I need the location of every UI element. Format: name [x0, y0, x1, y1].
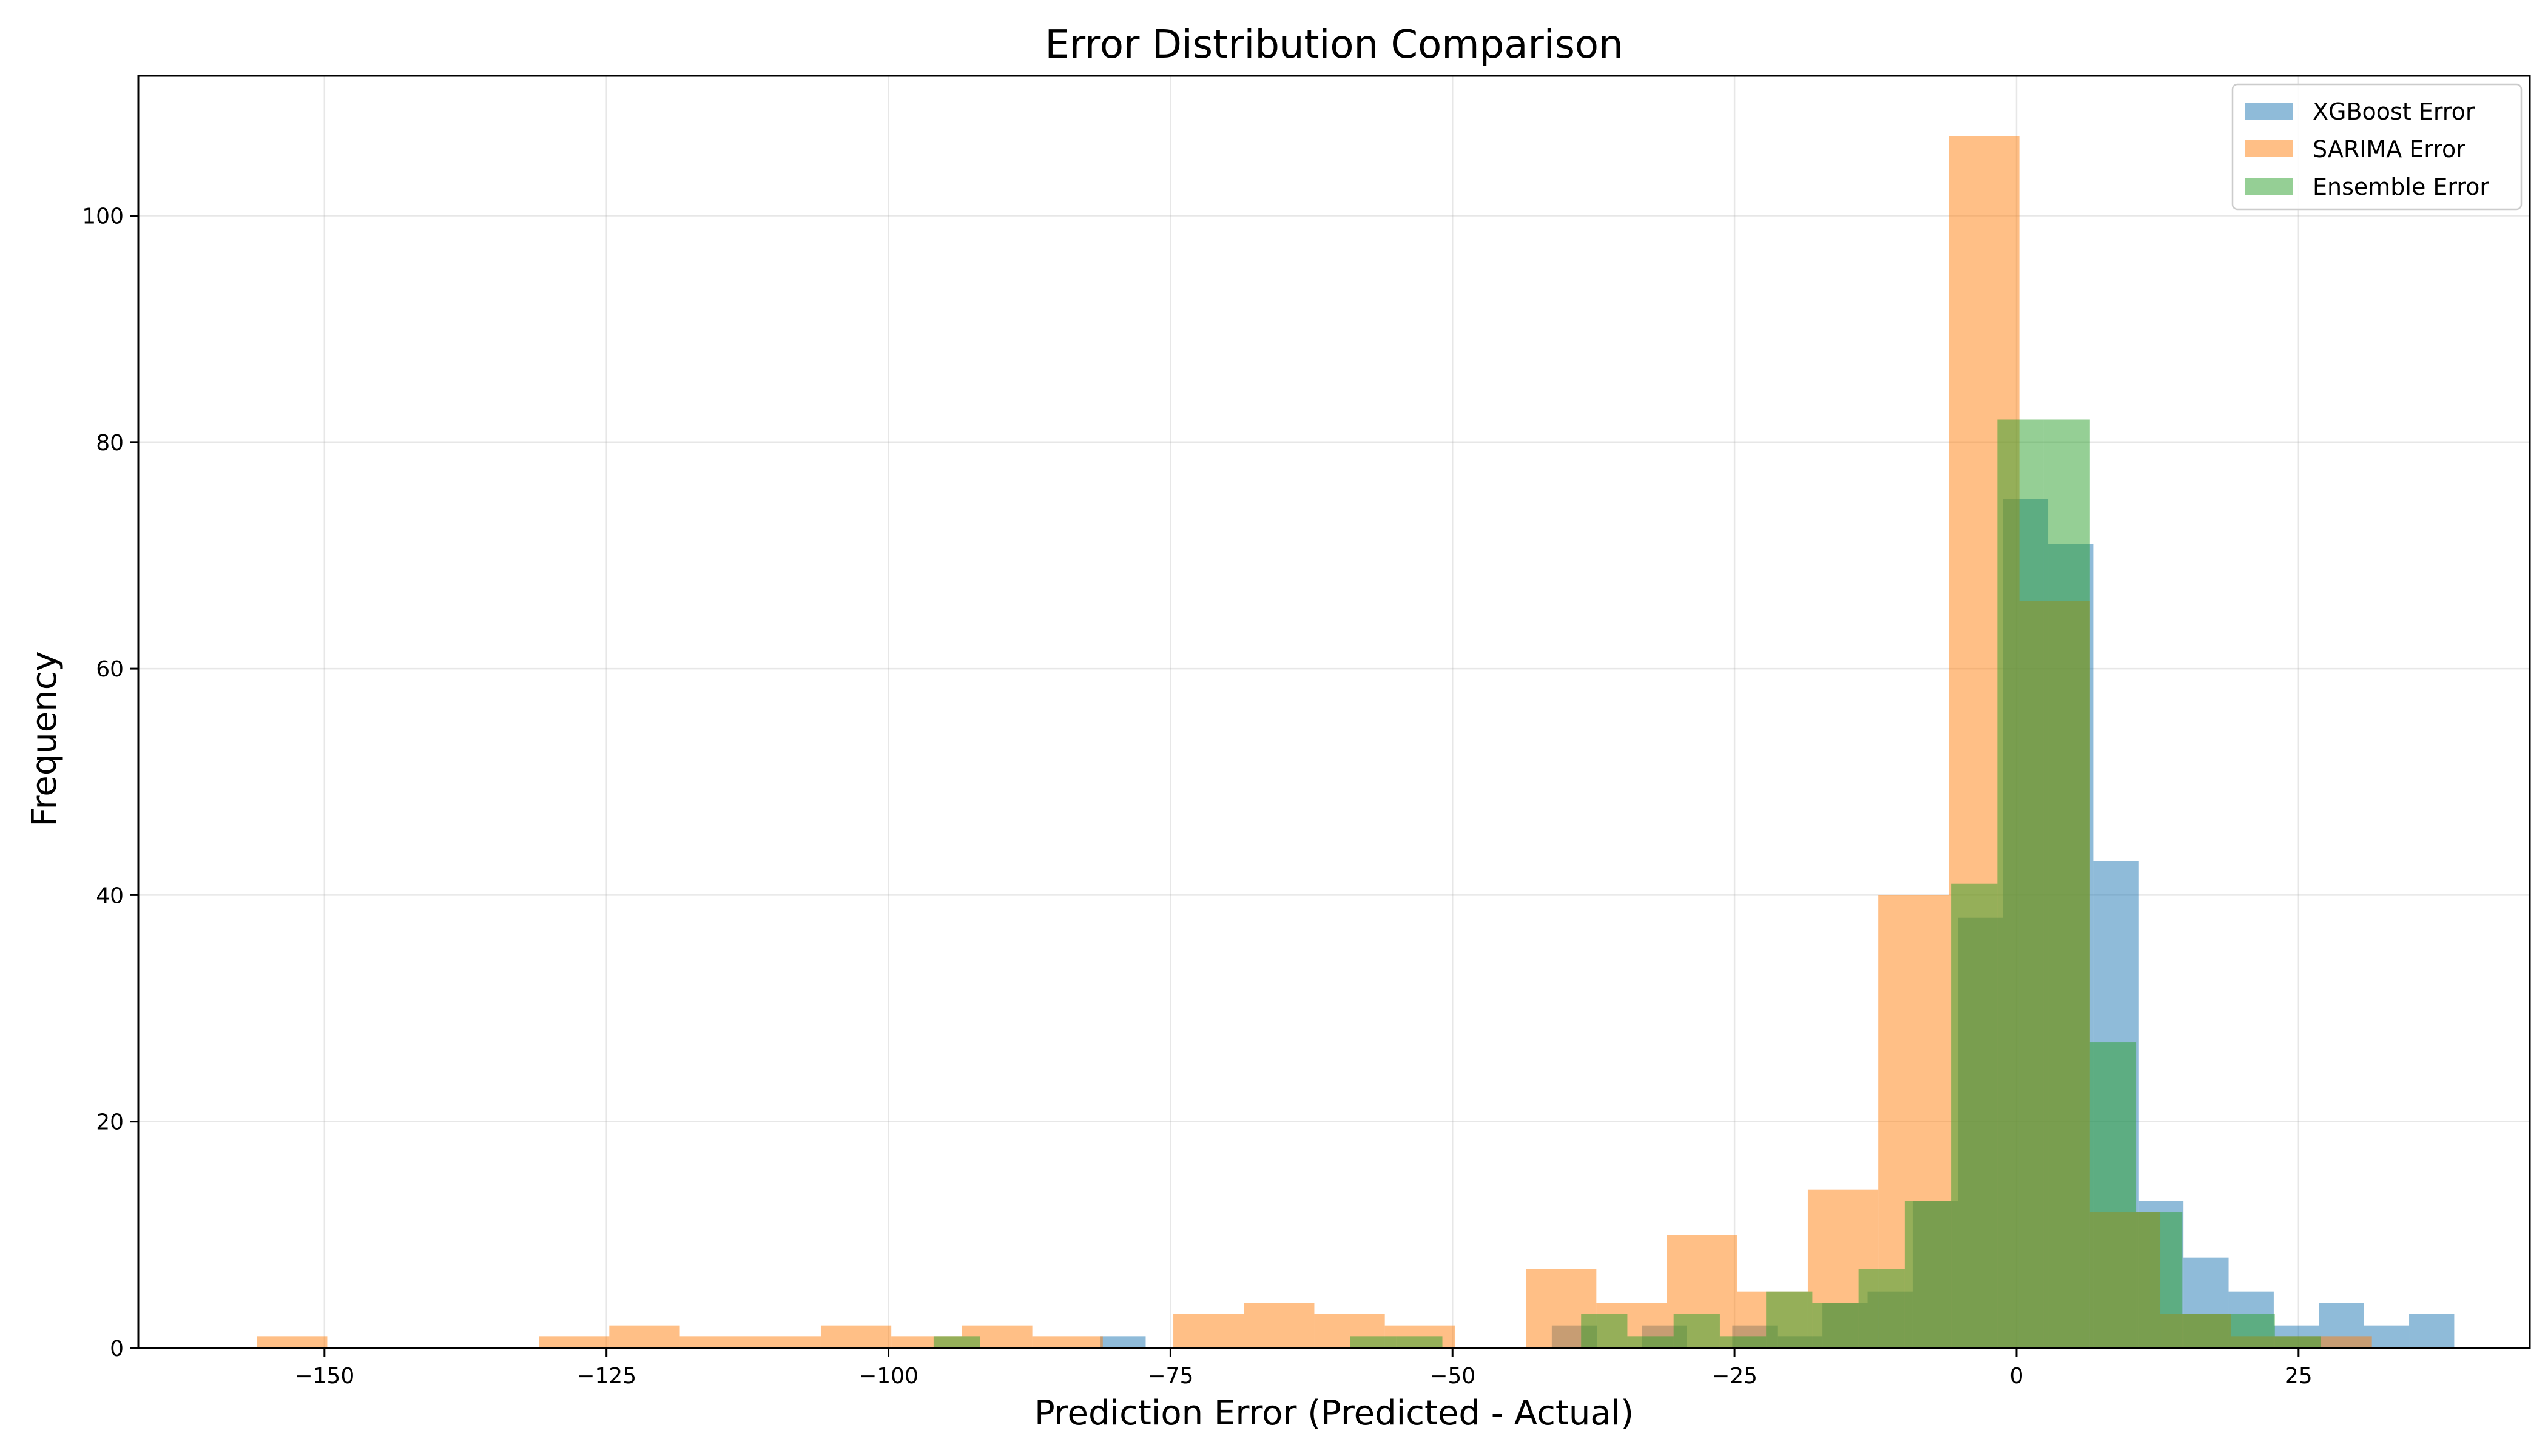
x-tick-label: −125 — [576, 1364, 636, 1389]
chart-title: Error Distribution Comparison — [1045, 22, 1623, 67]
histogram-bar — [539, 1336, 610, 1348]
histogram-bar — [257, 1336, 328, 1348]
histogram-bar — [2228, 1314, 2275, 1348]
y-axis-ticks: 0 20 40 60 80 100 — [82, 204, 138, 1361]
legend-swatch — [2245, 140, 2293, 157]
histogram-bar — [609, 1325, 680, 1348]
x-tick-label: −50 — [1429, 1364, 1475, 1389]
x-axis-ticks: −150 −125 −100 −75 −50 −25 0 25 — [294, 1348, 2313, 1389]
x-tick-label: −25 — [1711, 1364, 1758, 1389]
histogram-bar — [2089, 1042, 2137, 1348]
histogram-bar — [1904, 1201, 1952, 1348]
legend: XGBoost Error SARIMA Error Ensemble Error — [2231, 83, 2523, 211]
y-tick-label: 100 — [82, 204, 124, 229]
legend-label: SARIMA Error — [2313, 136, 2465, 163]
x-axis-title: Prediction Error (Predicted - Actual) — [1034, 1394, 1634, 1433]
histogram-bar — [1350, 1336, 1397, 1348]
histogram-bar — [2136, 1212, 2183, 1348]
histogram-bar — [1858, 1269, 1905, 1348]
histogram-bar — [1997, 419, 2044, 1349]
legend-label: XGBoost Error — [2313, 98, 2475, 125]
histogram-bar — [933, 1336, 980, 1348]
histogram-bar — [679, 1336, 750, 1348]
histogram-bar — [1032, 1336, 1103, 1348]
histogram-bar — [1396, 1336, 1443, 1348]
histogram-bars — [257, 136, 2455, 1349]
histogram-bar — [2043, 419, 2090, 1349]
legend-swatch — [2245, 178, 2293, 195]
x-tick-label: −150 — [294, 1364, 354, 1389]
histogram-bar — [750, 1336, 821, 1348]
histogram-bar — [820, 1325, 892, 1348]
histogram-bar — [1173, 1314, 1244, 1348]
histogram-bar — [2182, 1314, 2229, 1348]
histogram-bar — [1627, 1336, 1674, 1348]
x-tick-label: 0 — [2010, 1364, 2024, 1389]
legend-swatch — [2245, 103, 2293, 120]
histogram-bar — [1812, 1303, 1859, 1348]
histogram-bar — [1244, 1303, 1315, 1348]
x-tick-label: 25 — [2285, 1364, 2313, 1389]
legend-box — [2231, 83, 2523, 211]
y-tick-label: 40 — [96, 883, 124, 908]
legend-label: Ensemble Error — [2313, 174, 2489, 200]
histogram-bar — [2409, 1314, 2455, 1348]
y-tick-label: 80 — [96, 431, 124, 456]
plot-area-frame — [137, 75, 2531, 1349]
y-tick-label: 20 — [96, 1110, 124, 1135]
histogram-bar — [2274, 1336, 2322, 1348]
x-tick-label: −100 — [858, 1364, 918, 1389]
x-tick-label: −75 — [1147, 1364, 1193, 1389]
histogram-bar — [1766, 1291, 1813, 1348]
histogram-bar — [1581, 1314, 1628, 1348]
y-axis-title: Frequency — [25, 651, 64, 826]
series-ensemble-error — [933, 419, 2322, 1349]
histogram-bar — [1673, 1314, 1720, 1348]
y-tick-label: 60 — [96, 657, 124, 682]
histogram-bar — [1719, 1336, 1767, 1348]
histogram-bar — [1100, 1336, 1146, 1348]
y-tick-label: 0 — [110, 1336, 124, 1361]
histogram-bar — [1951, 883, 1998, 1348]
